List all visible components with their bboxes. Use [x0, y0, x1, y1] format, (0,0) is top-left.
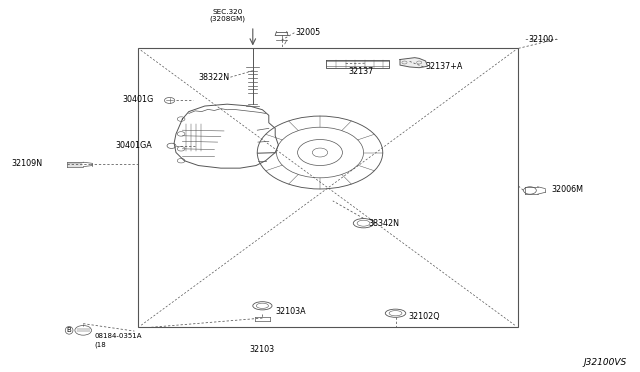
Polygon shape: [400, 58, 428, 68]
Text: 38322N: 38322N: [198, 73, 230, 82]
Text: (18: (18: [95, 342, 106, 349]
Text: SEC.320
(3208GM): SEC.320 (3208GM): [209, 9, 245, 22]
Text: 08184-0351A: 08184-0351A: [95, 333, 142, 339]
Text: 32103A: 32103A: [275, 307, 306, 316]
Text: 32100: 32100: [528, 35, 553, 44]
Text: 32109N: 32109N: [12, 159, 43, 168]
Text: 38342N: 38342N: [368, 219, 399, 228]
Text: 32103: 32103: [250, 345, 275, 354]
Bar: [138, 48, 518, 327]
Text: 32137: 32137: [349, 67, 374, 76]
Text: 30401GA: 30401GA: [116, 141, 152, 150]
Text: 32005: 32005: [296, 28, 321, 37]
Text: 32006M: 32006M: [552, 185, 584, 194]
Text: J32100VS: J32100VS: [584, 358, 627, 367]
Text: 30401G: 30401G: [122, 95, 154, 104]
Text: 32102Q: 32102Q: [408, 312, 440, 321]
Text: 32137+A: 32137+A: [426, 62, 463, 71]
Text: B: B: [67, 327, 72, 333]
